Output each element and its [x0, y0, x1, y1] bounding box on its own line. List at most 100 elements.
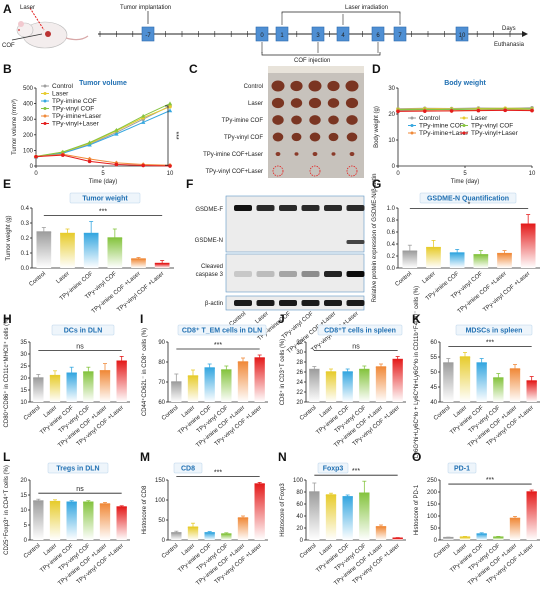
bar [493, 378, 504, 402]
band [234, 300, 252, 306]
data-point [60, 149, 65, 154]
legend-label: Laser [471, 115, 488, 122]
y-axis-label: CD25⁺Foxp3⁺ in CD4⁺T cells (%) [3, 465, 10, 555]
tumor [294, 152, 299, 156]
category-label: Control [433, 405, 452, 422]
data-point [114, 131, 119, 136]
data-point [476, 108, 481, 113]
band [279, 300, 297, 306]
bar [36, 232, 52, 268]
y-tick-label: 10 [20, 400, 27, 406]
y-tick-label: 40 [296, 514, 303, 520]
title-box [47, 462, 109, 474]
y-tick-label: 50 [430, 526, 437, 532]
legend-marker [43, 92, 47, 95]
category-label: Control [23, 543, 42, 560]
y-tick-label: 55 [430, 355, 437, 361]
x-tick-label: 5 [101, 171, 105, 177]
legend-label: Control [52, 83, 74, 90]
band [256, 300, 275, 306]
bar [325, 495, 337, 540]
bar [187, 376, 199, 402]
timeline: -7 0 1 3 4 6 7 10 [98, 14, 528, 53]
day-label: 6 [376, 33, 380, 39]
significance-label: * [468, 202, 471, 209]
x-tick-label: 10 [529, 171, 536, 177]
tumor [308, 80, 322, 92]
panel-label-h: H [3, 312, 12, 326]
mouse-illustration [11, 7, 89, 49]
category-label: Laser [421, 271, 436, 285]
chart-title: Tumor volume [79, 80, 127, 87]
significance-label: *** [214, 342, 222, 349]
bar [493, 537, 504, 540]
bar [476, 363, 487, 402]
legend-marker [462, 131, 466, 135]
y-tick-label: 30 [20, 352, 27, 358]
y-tick-label: 60 [158, 400, 165, 406]
data-point [141, 113, 146, 118]
day-box [255, 26, 269, 42]
chart-title: MDSCs in spleen [466, 328, 523, 335]
bar [526, 381, 537, 402]
bar [309, 492, 320, 540]
significance-label: ns [76, 343, 84, 350]
data-point [167, 108, 173, 113]
category-label: Control [299, 543, 318, 560]
tumor [290, 98, 303, 108]
bar [443, 537, 454, 540]
bar [459, 537, 471, 540]
bar [375, 367, 387, 402]
panel-label-c: C [189, 62, 198, 76]
panel-label-d: D [372, 62, 381, 76]
title-box [177, 324, 267, 336]
y-tick-label: 150 [427, 502, 438, 508]
y-axis-label: Histoscore of Foxp3 [280, 483, 286, 537]
day-label: 3 [316, 33, 320, 39]
bar [392, 359, 403, 402]
bar [509, 518, 521, 540]
day-label: 4 [341, 33, 345, 39]
bar [325, 372, 337, 402]
day-box [141, 26, 155, 42]
significance-label: *** [352, 468, 360, 475]
band-label: β-actin [205, 301, 223, 307]
data-point [114, 162, 119, 167]
bar [66, 373, 77, 402]
panel-label-e: E [3, 177, 11, 191]
bar [449, 253, 465, 268]
legend-marker [43, 122, 47, 125]
tumor [271, 97, 285, 109]
legend-marker [43, 107, 47, 110]
bar [154, 263, 170, 268]
y-tick-label: 100 [155, 498, 166, 504]
significance-label: ns [76, 486, 84, 493]
tumor [345, 97, 359, 109]
category-label: Control [23, 405, 42, 422]
y-axis-label: Relative protein expression of GSDME-N/β… [372, 174, 378, 303]
y-tick-label: 0.4 [387, 242, 396, 248]
y-tick-label: 10 [20, 508, 27, 514]
bar [375, 526, 387, 540]
bar [509, 369, 521, 402]
panel-label-b: B [3, 62, 12, 76]
day-box [455, 26, 469, 42]
panel-label-m: M [140, 450, 150, 464]
y-tick-label: 0.4 [21, 206, 30, 212]
y-tick-label: 0 [162, 538, 166, 544]
data-point [168, 104, 172, 109]
category-label: TPy-vinyl COF +Laser [482, 271, 531, 314]
significance-label: *** [99, 209, 107, 216]
tumor [271, 80, 285, 92]
title-box [447, 462, 477, 474]
legend-label: TPy-vinyl+Laser [52, 121, 100, 128]
band-label: caspase 3 [196, 272, 224, 278]
band [324, 300, 342, 306]
y-tick-label: 0.2 [387, 254, 396, 260]
bar [476, 534, 487, 540]
euthanasia-label: Euthanasia [494, 42, 525, 48]
